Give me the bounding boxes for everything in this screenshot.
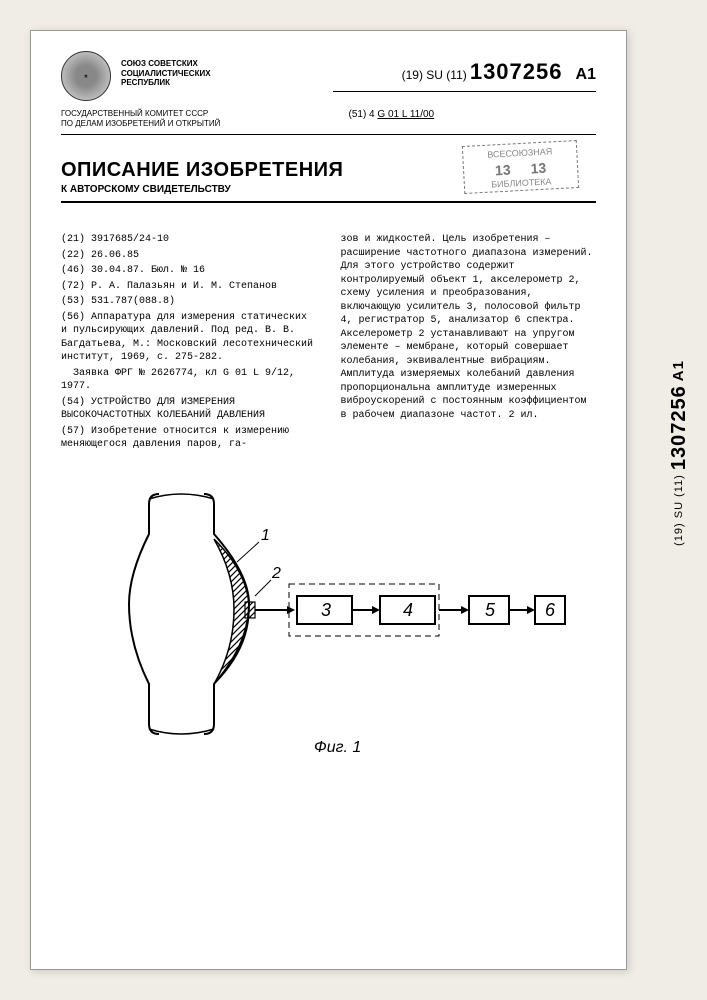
library-stamp: ВСЕСОЮЗНАЯ 13 13 БИБЛИОТЕКА <box>462 140 579 194</box>
right-column: зов и жидкостей. Цель изобретения – расш… <box>341 233 597 454</box>
stamp-num-left: 13 <box>495 161 511 178</box>
field-54: (54) УСТРОЙСТВО ДЛЯ ИЗМЕРЕНИЯ ВЫСОКОЧАСТ… <box>61 396 317 423</box>
header-second-row: ГОСУДАРСТВЕННЫЙ КОМИТЕТ СССРПО ДЕЛАМ ИЗО… <box>61 109 596 135</box>
label-1: 1 <box>261 527 270 544</box>
header-top-row: ★ СОЮЗ СОВЕТСКИХСОЦИАЛИСТИЧЕСКИХРЕСПУБЛИ… <box>61 51 596 101</box>
label-2: 2 <box>271 565 281 582</box>
stamp-num-right: 13 <box>530 159 546 176</box>
pub-number: 1307256 <box>470 59 563 84</box>
side-kind: A1 <box>670 360 687 381</box>
figure-svg: 1 2 3 4 5 6 Фиг. 1 <box>89 484 569 764</box>
side-publication-label: (19) SU (11) 1307256 A1 <box>668 360 691 546</box>
field-21: (21) 3917685/24-10 <box>61 233 317 247</box>
vessel-left-wall <box>129 494 159 734</box>
pub-prefix: (19) SU (11) <box>402 68 467 82</box>
abstract-continuation: зов и жидкостей. Цель изобретения – расш… <box>341 233 597 422</box>
leader-2 <box>255 580 271 596</box>
arrowhead-3-4 <box>372 606 380 614</box>
pub-kind: A1 <box>576 66 596 83</box>
field-57: (57) Изобретение относится к измерению м… <box>61 425 317 452</box>
arrowhead-4-5 <box>461 606 469 614</box>
committee-text: ГОСУДАРСТВЕННЫЙ КОМИТЕТ СССРПО ДЕЛАМ ИЗО… <box>61 109 309 128</box>
union-text: СОЮЗ СОВЕТСКИХСОЦИАЛИСТИЧЕСКИХРЕСПУБЛИК <box>121 51 323 88</box>
field-56: (56) Аппаратура для измерения статически… <box>61 311 317 365</box>
figure-caption: Фиг. 1 <box>314 739 361 756</box>
left-column: (21) 3917685/24-10 (22) 26.06.85 (46) 30… <box>61 233 317 454</box>
ipc-block: (51) 4 G 01 L 11/00 <box>309 109 597 128</box>
field-53: (53) 531.787(088.8) <box>61 295 317 309</box>
box-5-label: 5 <box>485 600 496 620</box>
box-3-label: 3 <box>321 600 331 620</box>
ipc-code: G 01 L 11/00 <box>377 109 434 120</box>
field-56-cont: Заявка ФРГ № 2626774, кл G 01 L 9/12, 19… <box>61 367 317 394</box>
box-4-label: 4 <box>403 600 413 620</box>
accelerometer <box>245 602 255 618</box>
field-22: (22) 26.06.85 <box>61 249 317 263</box>
side-number: 1307256 <box>668 385 690 470</box>
body-columns: (21) 3917685/24-10 (22) 26.06.85 (46) 30… <box>61 233 596 454</box>
field-72: (72) Р. А. Палазьян и И. М. Степанов <box>61 280 317 294</box>
field-46: (46) 30.04.87. Бюл. № 16 <box>61 264 317 278</box>
leader-1 <box>237 542 259 562</box>
box-6-label: 6 <box>545 600 556 620</box>
figure-1: 1 2 3 4 5 6 Фиг. 1 <box>61 484 596 764</box>
ussr-emblem: ★ <box>61 51 111 101</box>
side-prefix: (19) SU (11) <box>673 474 685 546</box>
patent-page: ★ СОЮЗ СОВЕТСКИХСОЦИАЛИСТИЧЕСКИХРЕСПУБЛИ… <box>30 30 627 970</box>
ipc-prefix: (51) 4 <box>349 109 375 120</box>
membrane-section <box>214 539 249 684</box>
arrowhead-5-6 <box>527 606 535 614</box>
publication-number-block: (19) SU (11) 1307256 A1 <box>333 51 596 92</box>
arrowhead-2-3 <box>287 606 295 614</box>
